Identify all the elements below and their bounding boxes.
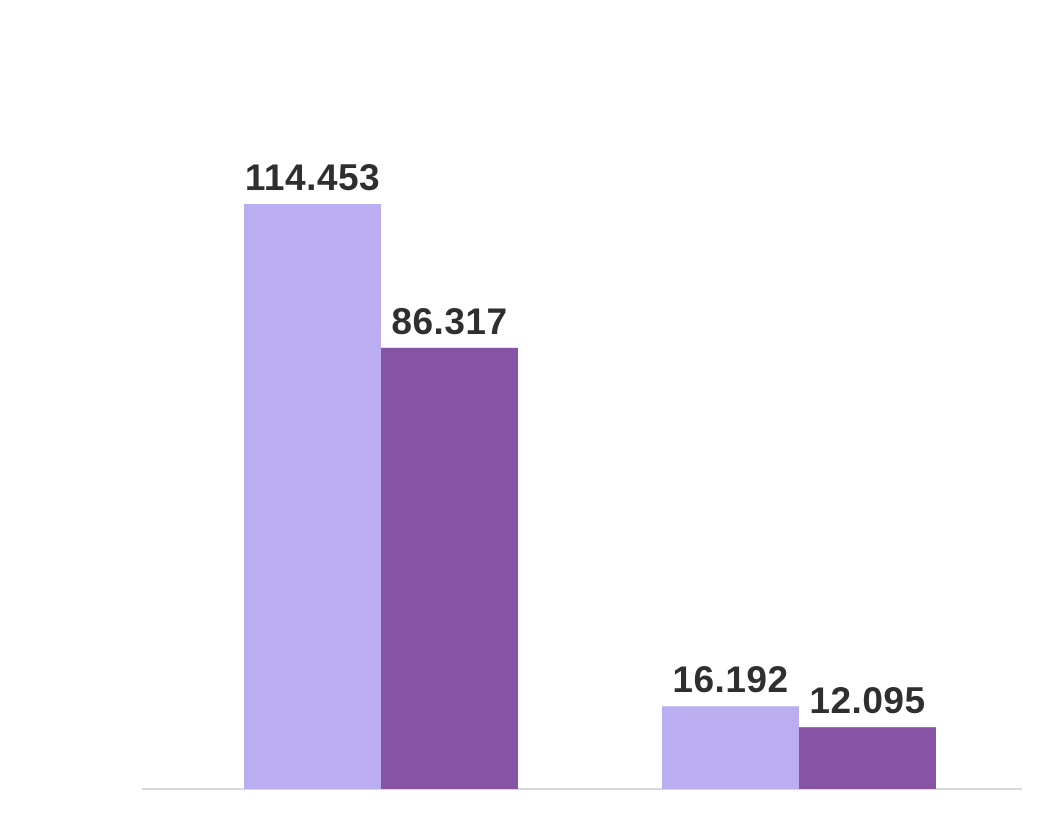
bar-series2-group1 <box>381 347 518 789</box>
data-label-series2-group2: 12.095 <box>809 680 925 721</box>
bar-series1-group1 <box>244 204 381 789</box>
bar-series2-group2 <box>799 727 936 789</box>
bar-series1-group2 <box>662 706 799 789</box>
bars-group <box>244 204 936 789</box>
data-label-series1-group2: 16.192 <box>672 659 788 700</box>
data-label-series2-group1: 86.317 <box>391 301 507 342</box>
data-labels-group: 114.453 16.192 86.317 12.095 <box>245 157 925 721</box>
data-label-series1-group1: 114.453 <box>245 157 380 198</box>
